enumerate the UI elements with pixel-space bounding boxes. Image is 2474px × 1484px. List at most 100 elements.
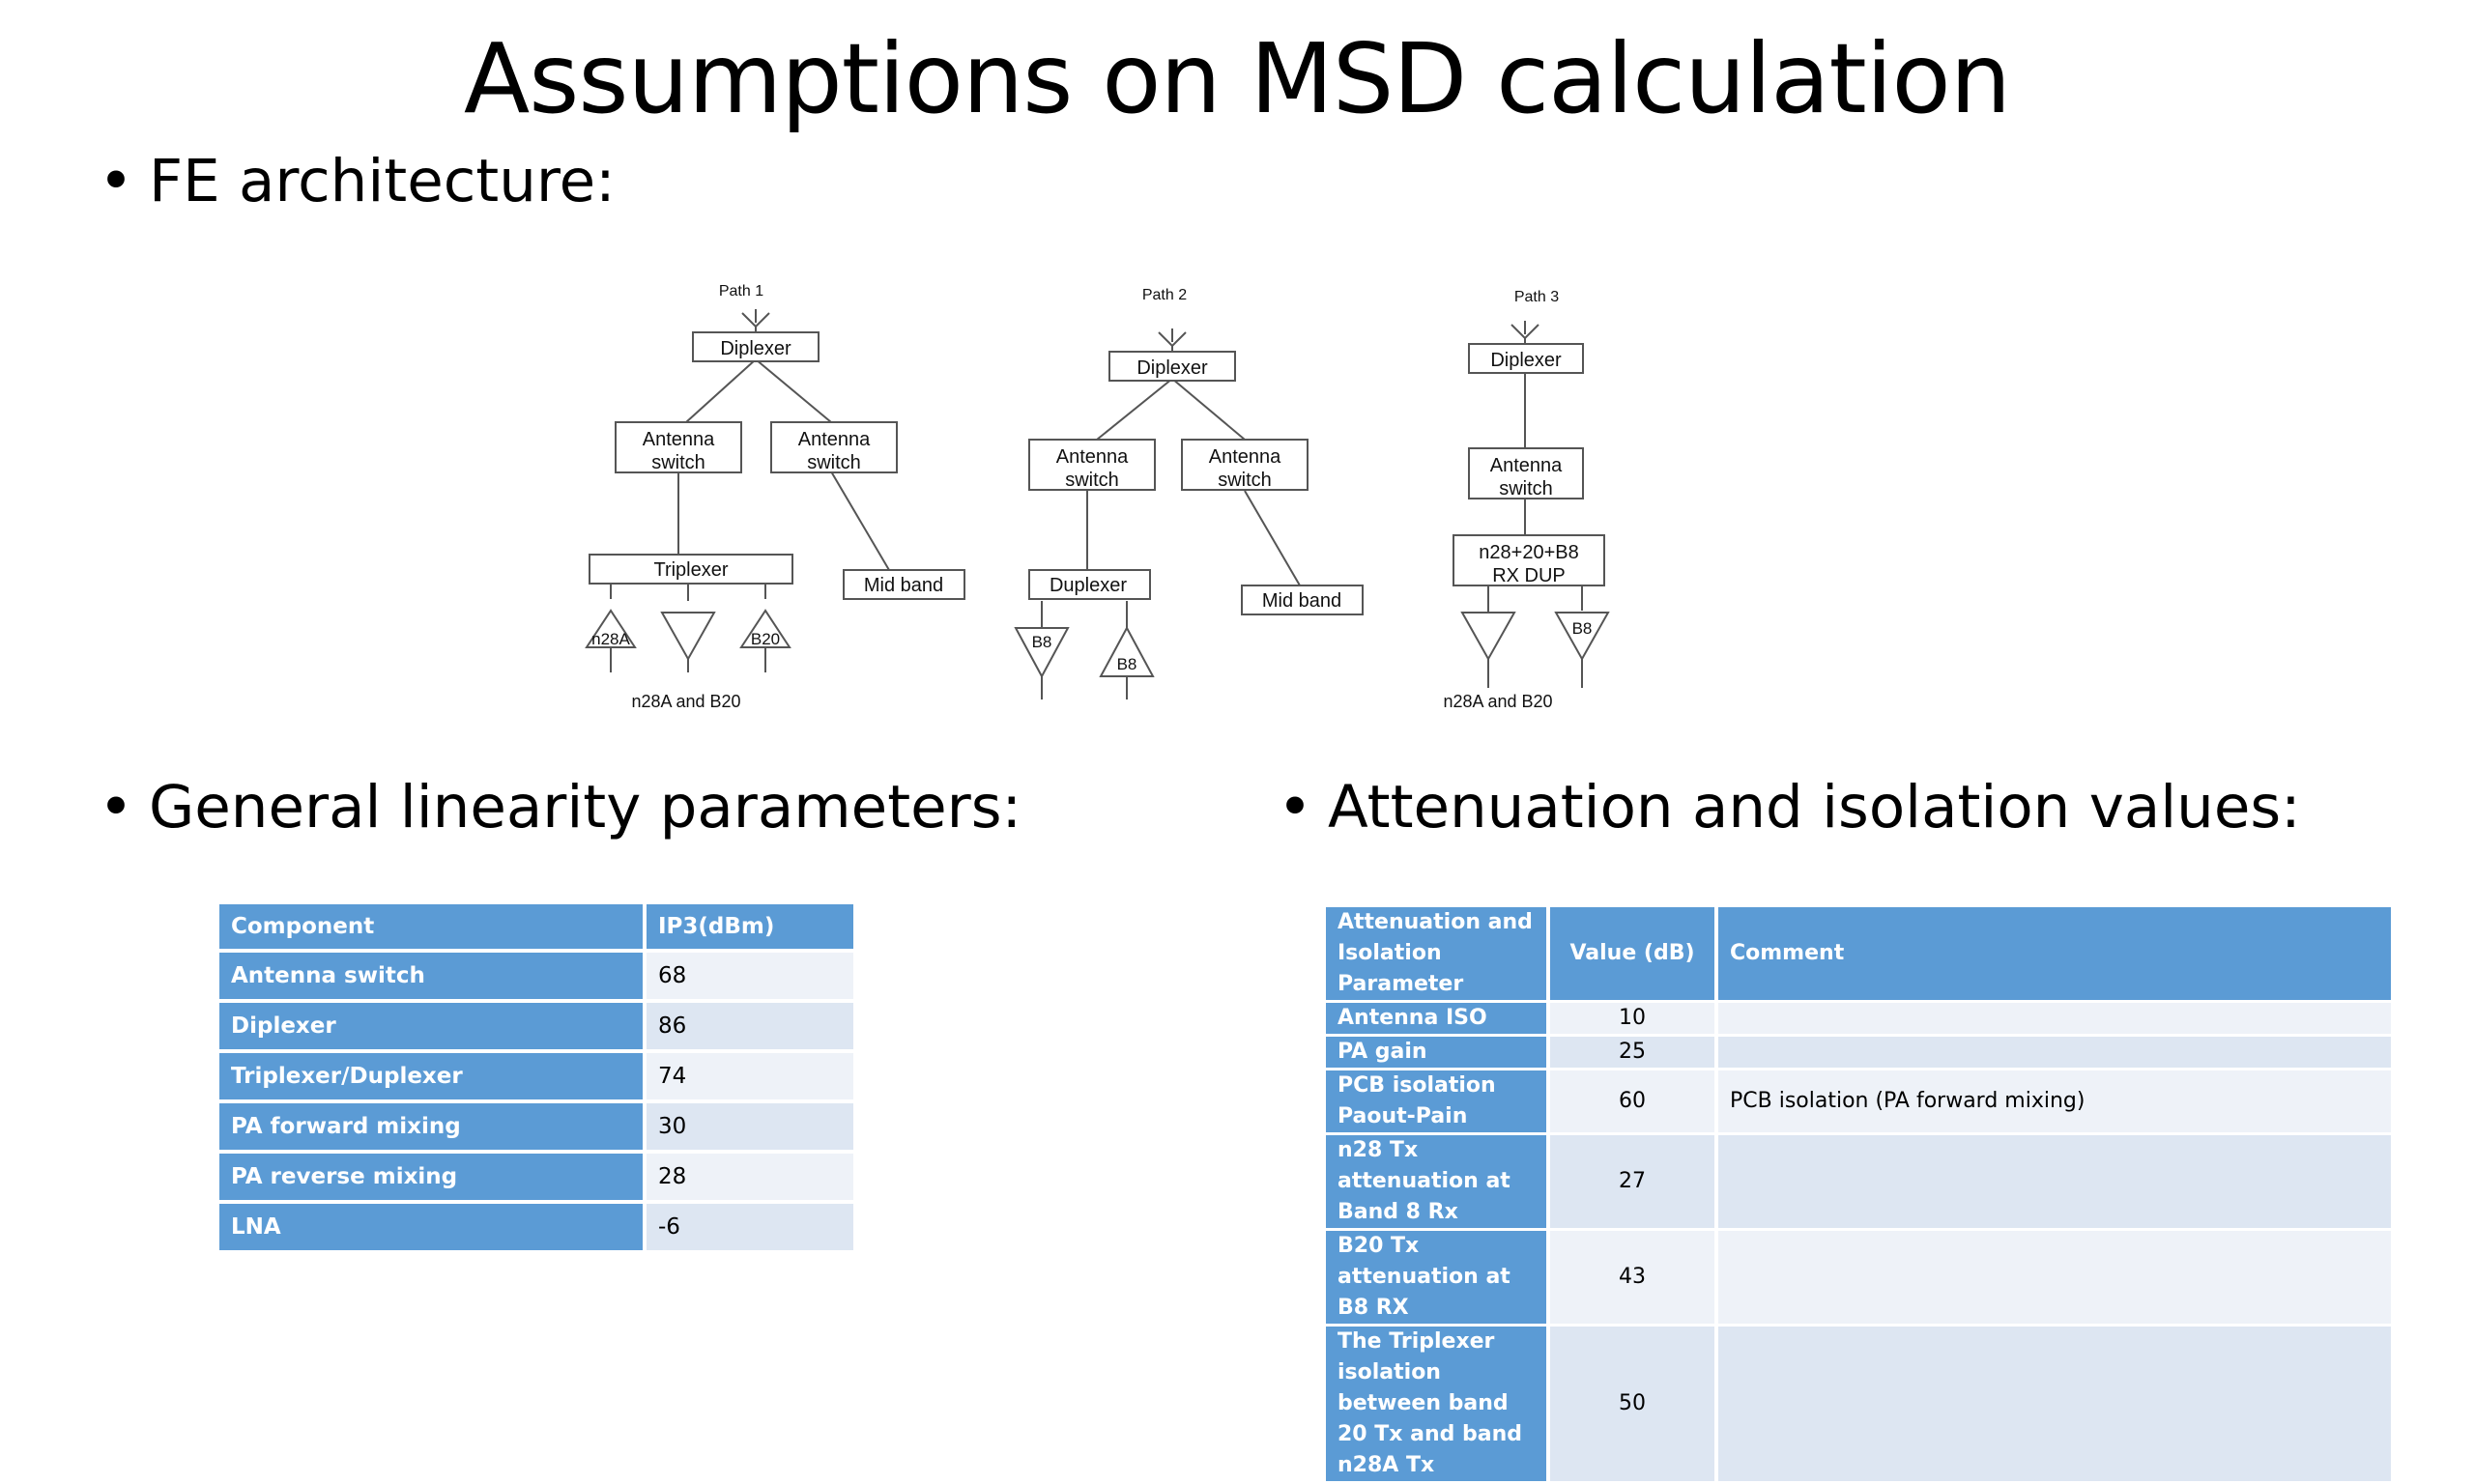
p1-amp-b20-label: B20	[751, 630, 780, 648]
p3-switch-line1: Antenna	[1490, 455, 1563, 476]
component-cell: Triplexer/Duplexer	[219, 1053, 647, 1099]
p3-caption: n28A and B20	[1443, 692, 1552, 711]
table-row: PCB isolation Paout-Pain 60 PCB isolation …	[1326, 1070, 2395, 1132]
p2-diplexer-label: Diplexer	[1136, 357, 1208, 379]
p2-midband-box	[1241, 585, 1364, 615]
p2-switch-a-line1: Antenna	[1056, 446, 1129, 468]
bullet-linearity: • General linearity parameters:	[99, 773, 1022, 842]
value-cell: 43	[1550, 1231, 1718, 1324]
table-row: PA reverse mixing 28	[219, 1154, 853, 1200]
p2-switch-b-line1: Antenna	[1209, 446, 1281, 468]
bullet-fe-architecture: • FE architecture:	[99, 147, 616, 215]
attenuation-table: Attenuation and Isolation Parameter Valu…	[1326, 904, 2395, 1484]
p3-dup-box	[1453, 534, 1605, 586]
column-header: Component	[219, 904, 647, 949]
table-header-row: Component IP3(dBm)	[219, 904, 853, 949]
ip3-cell: 74	[647, 1053, 853, 1099]
component-cell: Diplexer	[219, 1003, 647, 1049]
p1-triplexer-label: Triplexer	[653, 559, 728, 581]
column-header: Attenuation and Isolation Parameter	[1326, 907, 1550, 1000]
p1-triplexer-box	[589, 554, 793, 585]
fe-architecture-diagram: Path 1 Diplexer Antenna switch Antenna s…	[585, 283, 1610, 711]
ip3-cell: 30	[647, 1103, 853, 1150]
p2-duplexer-label: Duplexer	[1050, 575, 1127, 596]
parameter-cell: PA gain	[1326, 1037, 1550, 1068]
value-cell: 10	[1550, 1003, 1718, 1034]
p1-label: Path 1	[719, 283, 763, 300]
p3-amp-b8-icon	[1554, 612, 1610, 662]
p2-amp-b8-left-label: B8	[1032, 633, 1052, 651]
component-cell: PA forward mixing	[219, 1103, 647, 1150]
parameter-cell: B20 Tx attenuation at B8 RX	[1326, 1231, 1550, 1324]
p3-dup-line1: n28+20+B8	[1479, 542, 1578, 563]
comment-cell: PCB isolation (PA forward mixing)	[1718, 1070, 2395, 1132]
p1-midband-label: Mid band	[864, 575, 943, 596]
parameter-cell: PCB isolation Paout-Pain	[1326, 1070, 1550, 1132]
p2-switch-b-line2: switch	[1218, 470, 1272, 491]
slide-title: Assumptions on MSD calculation	[463, 22, 2011, 135]
component-cell: LNA	[219, 1204, 647, 1250]
p1-caption: n28A and B20	[631, 692, 740, 711]
p2-switch-b-box	[1181, 439, 1309, 491]
comment-cell	[1718, 1003, 2395, 1034]
comment-cell	[1718, 1327, 2395, 1481]
p3-amp-b8-label: B8	[1572, 619, 1593, 638]
ip3-cell: 68	[647, 953, 853, 999]
value-cell: 60	[1550, 1070, 1718, 1132]
p3-diplexer-label: Diplexer	[1490, 350, 1562, 371]
parameter-cell: Antenna ISO	[1326, 1003, 1550, 1034]
p2-switch-a-line2: switch	[1065, 470, 1119, 491]
value-cell: 50	[1550, 1327, 1718, 1481]
p3-diplexer-box	[1468, 343, 1584, 374]
p1-switch-a-line1: Antenna	[643, 429, 715, 450]
p1-switch-a-line2: switch	[651, 452, 705, 473]
table-header-row: Attenuation and Isolation Parameter Valu…	[1326, 907, 2395, 1000]
p1-amp-center-icon	[660, 612, 716, 662]
p1-switch-b-box	[770, 421, 898, 473]
comment-cell	[1718, 1231, 2395, 1324]
value-cell: 27	[1550, 1135, 1718, 1228]
ip3-cell: 28	[647, 1154, 853, 1200]
table-row: PA forward mixing 30	[219, 1103, 853, 1150]
column-header: Value (dB)	[1550, 907, 1718, 1000]
p3-label: Path 3	[1514, 289, 1559, 305]
table-row: Antenna switch 68	[219, 953, 853, 999]
bullet-attenuation: • Attenuation and isolation values:	[1278, 773, 2301, 842]
bullet-fe-text: FE architecture:	[149, 147, 616, 215]
p3-switch-line2: switch	[1499, 478, 1553, 499]
table-row: Diplexer 86	[219, 1003, 853, 1049]
p1-switch-a-box	[615, 421, 742, 473]
table-row: PA gain 25	[1326, 1037, 2395, 1068]
p3-dup-line2: RX DUP	[1492, 565, 1566, 586]
p2-amp-b8-right-label: B8	[1117, 655, 1137, 673]
p1-amp-b20-icon	[739, 609, 791, 648]
ip3-cell: -6	[647, 1204, 853, 1250]
linearity-table: Component IP3(dBm) Antenna switch 68 Dipl…	[219, 900, 853, 1254]
table-row: Triplexer/Duplexer 74	[219, 1053, 853, 1099]
p2-midband-label: Mid band	[1262, 590, 1341, 612]
p1-switch-b-line2: switch	[807, 452, 861, 473]
parameter-cell: The Triplexer isolation between band 20 …	[1326, 1327, 1550, 1481]
p1-switch-b-line1: Antenna	[798, 429, 871, 450]
p1-midband-box	[843, 569, 965, 600]
table-row: B20 Tx attenuation at B8 RX 43	[1326, 1231, 2395, 1324]
comment-cell	[1718, 1135, 2395, 1228]
value-cell: 25	[1550, 1037, 1718, 1068]
p2-label: Path 2	[1142, 287, 1187, 303]
component-cell: Antenna switch	[219, 953, 647, 999]
p1-diplexer-box	[692, 331, 820, 362]
table-row: LNA -6	[219, 1204, 853, 1250]
p2-amp-b8-left-icon	[1014, 627, 1070, 679]
p3-amp-left-icon	[1460, 612, 1516, 662]
p2-diplexer-box	[1108, 351, 1236, 382]
ip3-cell: 86	[647, 1003, 853, 1049]
component-cell: PA reverse mixing	[219, 1154, 647, 1200]
p2-duplexer-box	[1028, 569, 1151, 600]
column-header: IP3(dBm)	[647, 904, 853, 949]
p1-diplexer-label: Diplexer	[720, 338, 791, 359]
bullet-linearity-text: General linearity parameters:	[149, 773, 1022, 842]
p1-amp-n28a-icon	[585, 609, 637, 648]
parameter-cell: n28 Tx attenuation at Band 8 Rx	[1326, 1135, 1550, 1228]
p2-amp-b8-right-icon	[1099, 625, 1155, 677]
p3-switch-box	[1468, 447, 1584, 499]
